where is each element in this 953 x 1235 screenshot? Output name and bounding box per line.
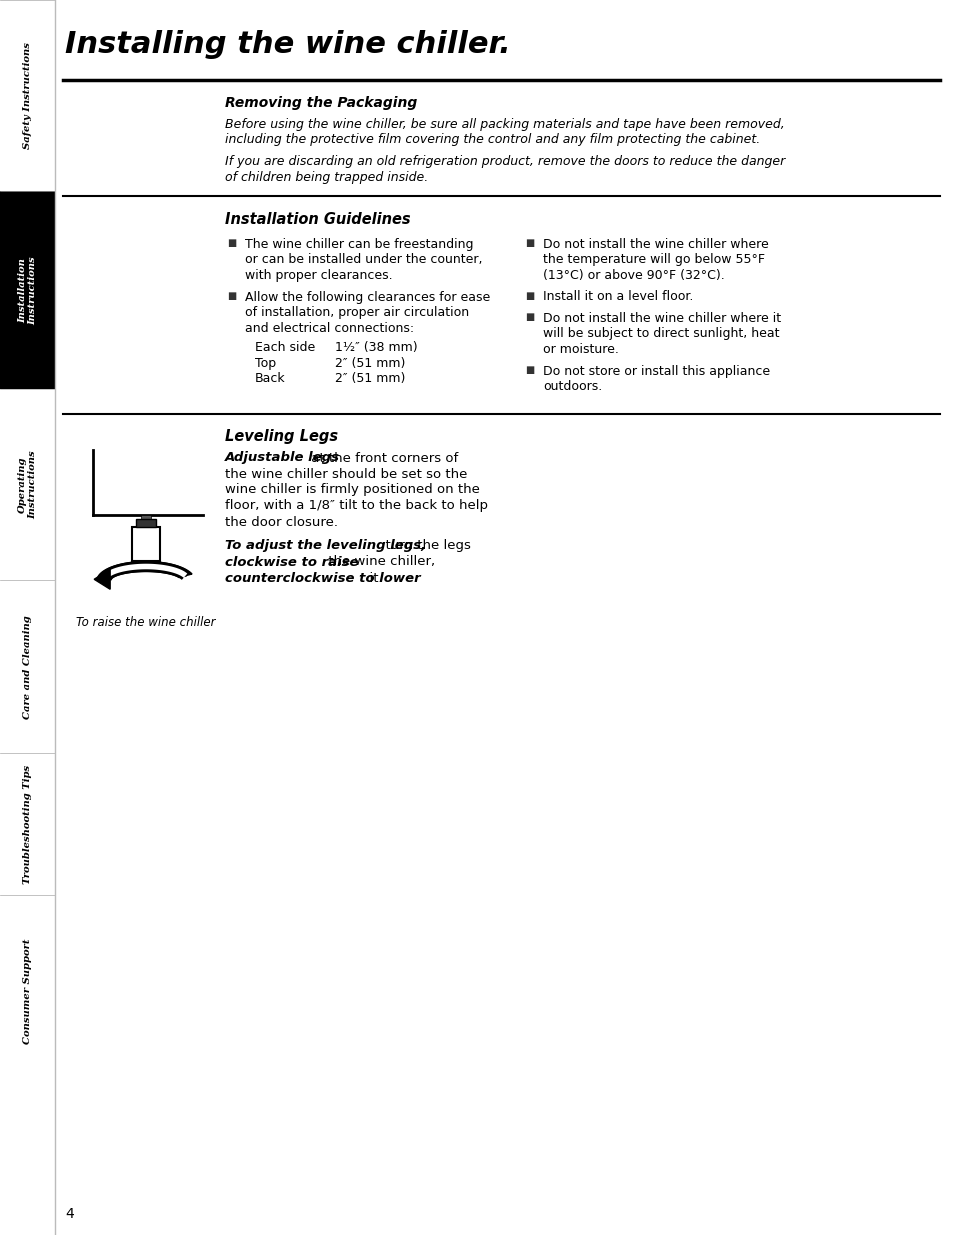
- Text: Removing the Packaging: Removing the Packaging: [225, 96, 416, 110]
- Text: of children being trapped inside.: of children being trapped inside.: [225, 170, 428, 184]
- Text: ■: ■: [524, 312, 534, 322]
- Text: 1½″ (38 mm): 1½″ (38 mm): [335, 341, 417, 354]
- Text: To adjust the leveling legs,: To adjust the leveling legs,: [225, 540, 426, 552]
- Text: Care and Cleaning: Care and Cleaning: [23, 615, 32, 719]
- Text: Troubleshooting Tips: Troubleshooting Tips: [23, 764, 32, 884]
- Bar: [0, 895, 55, 1087]
- Text: will be subject to direct sunlight, heat: will be subject to direct sunlight, heat: [542, 327, 779, 341]
- Text: 4: 4: [65, 1207, 73, 1221]
- Bar: [0, 191, 55, 389]
- Text: ■: ■: [524, 238, 534, 248]
- Text: Installing the wine chiller.: Installing the wine chiller.: [65, 30, 510, 59]
- Text: and electrical connections:: and electrical connections:: [245, 321, 414, 335]
- Bar: [0, 580, 55, 753]
- Bar: [0, 0, 55, 191]
- Text: ■: ■: [524, 364, 534, 374]
- Text: or can be installed under the counter,: or can be installed under the counter,: [245, 253, 482, 267]
- Text: ■: ■: [227, 238, 236, 248]
- Text: Do not install the wine chiller where: Do not install the wine chiller where: [542, 238, 768, 251]
- Text: If you are discarding an old refrigeration product, remove the doors to reduce t: If you are discarding an old refrigerati…: [225, 156, 784, 168]
- Text: Each side: Each side: [254, 341, 314, 354]
- Text: of installation, proper air circulation: of installation, proper air circulation: [245, 306, 469, 319]
- Text: Back: Back: [254, 372, 285, 385]
- Text: Consumer Support: Consumer Support: [23, 939, 32, 1044]
- Text: the door closure.: the door closure.: [225, 515, 337, 529]
- Bar: [136, 519, 156, 526]
- Text: Top: Top: [254, 357, 275, 369]
- Text: including the protective film covering the control and any film protecting the c: including the protective film covering t…: [225, 133, 760, 147]
- Text: Do not store or install this appliance: Do not store or install this appliance: [542, 364, 769, 378]
- Text: Leveling Legs: Leveling Legs: [225, 430, 337, 445]
- Text: Installation Guidelines: Installation Guidelines: [225, 212, 410, 227]
- Text: To raise the wine chiller: To raise the wine chiller: [76, 616, 215, 630]
- Bar: [0, 389, 55, 580]
- Text: counterclockwise to lower: counterclockwise to lower: [225, 572, 420, 584]
- Text: Safety Instructions: Safety Instructions: [23, 42, 32, 149]
- Text: outdoors.: outdoors.: [542, 380, 601, 393]
- Text: turn the legs: turn the legs: [376, 540, 471, 552]
- Polygon shape: [97, 562, 192, 579]
- Text: The wine chiller can be freestanding: The wine chiller can be freestanding: [245, 238, 473, 251]
- Text: it.: it.: [360, 572, 382, 584]
- Text: 2″ (51 mm): 2″ (51 mm): [335, 372, 405, 385]
- Text: (13°C) or above 90°F (32°C).: (13°C) or above 90°F (32°C).: [542, 269, 724, 282]
- Text: the temperature will go below 55°F: the temperature will go below 55°F: [542, 253, 764, 267]
- Text: the wine chiller should be set so the: the wine chiller should be set so the: [225, 468, 467, 480]
- Text: floor, with a 1/8″ tilt to the back to help: floor, with a 1/8″ tilt to the back to h…: [225, 499, 488, 513]
- Text: ■: ■: [227, 290, 236, 300]
- Bar: [132, 526, 160, 561]
- Text: ■: ■: [524, 290, 534, 300]
- Text: Install it on a level floor.: Install it on a level floor.: [542, 290, 693, 304]
- Text: or moisture.: or moisture.: [542, 343, 618, 356]
- Text: Before using the wine chiller, be sure all packing materials and tape have been : Before using the wine chiller, be sure a…: [225, 119, 784, 131]
- Text: 2″ (51 mm): 2″ (51 mm): [335, 357, 405, 369]
- Text: clockwise to raise: clockwise to raise: [225, 556, 358, 568]
- Bar: [0, 753, 55, 895]
- Text: Do not install the wine chiller where it: Do not install the wine chiller where it: [542, 312, 781, 325]
- Text: at the front corners of: at the front corners of: [307, 452, 457, 464]
- Text: with proper clearances.: with proper clearances.: [245, 269, 393, 282]
- Text: Installation
Instructions: Installation Instructions: [18, 256, 37, 325]
- Text: wine chiller is firmly positioned on the: wine chiller is firmly positioned on the: [225, 483, 479, 496]
- Text: Operating
Instructions: Operating Instructions: [18, 451, 37, 519]
- Text: the wine chiller,: the wine chiller,: [324, 556, 435, 568]
- Bar: [141, 515, 151, 526]
- Polygon shape: [94, 569, 110, 589]
- Text: Adjustable legs: Adjustable legs: [225, 452, 339, 464]
- Text: Allow the following clearances for ease: Allow the following clearances for ease: [245, 290, 490, 304]
